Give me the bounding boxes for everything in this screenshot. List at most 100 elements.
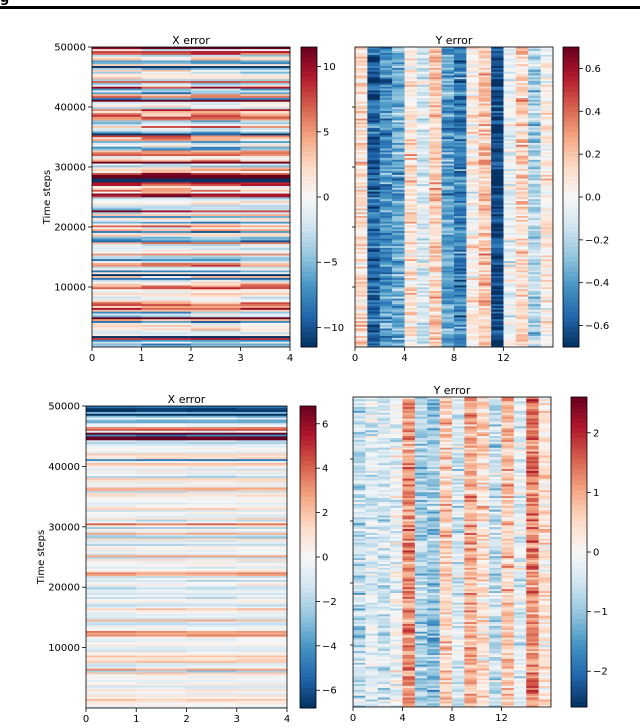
heatmap-cell	[191, 180, 241, 183]
heatmap-cell	[452, 639, 465, 642]
heatmap-cell	[540, 153, 554, 157]
heatmap-cell	[501, 633, 515, 636]
heatmap-cell	[367, 146, 381, 149]
heatmap-cell	[466, 335, 480, 338]
colorbar-segment	[563, 52, 579, 58]
heatmap-cell	[136, 555, 187, 558]
heatmap-cell	[540, 63, 554, 67]
heatmap-cell	[427, 670, 440, 673]
heatmap-cell	[379, 101, 393, 104]
heatmap-cell	[367, 103, 381, 106]
heatmap-cell	[515, 73, 529, 76]
heatmap-cell	[503, 88, 517, 91]
heatmap-cell	[186, 521, 238, 524]
heatmap-cell	[404, 95, 418, 98]
heatmap-cell	[141, 266, 192, 269]
heatmap-cell	[141, 270, 192, 273]
heatmap-cell	[452, 687, 465, 690]
heatmap-cell	[538, 635, 552, 638]
heatmap-cell	[236, 632, 288, 635]
heatmap-cell	[355, 159, 368, 162]
heatmap-cell	[367, 215, 381, 218]
heatmap-cell	[92, 174, 142, 177]
colorbar-segment	[301, 62, 317, 68]
heatmap-cell	[367, 73, 381, 76]
colorbar-segment	[301, 312, 317, 318]
heatmap-cell	[441, 300, 455, 303]
colorbar-segment	[563, 172, 579, 178]
heatmap-cell	[141, 112, 192, 115]
heatmap-cell	[540, 99, 554, 102]
heatmap-cell	[136, 611, 187, 614]
heatmap-cell	[528, 63, 541, 67]
heatmap-cell	[367, 197, 381, 200]
heatmap-cell	[141, 90, 192, 93]
heatmap-cell	[416, 225, 430, 228]
heatmap-cell	[355, 212, 368, 215]
heatmap-cell	[528, 138, 541, 142]
heatmap-cell	[501, 697, 515, 700]
heatmap-cell	[186, 483, 238, 486]
heatmap-cell	[441, 69, 455, 72]
heatmap-cell	[416, 153, 430, 157]
heatmap-cell	[478, 300, 492, 303]
heatmap-cell	[141, 230, 192, 233]
heatmap-cell	[515, 77, 529, 80]
heatmap-cell	[240, 163, 291, 166]
heatmap-cell	[141, 273, 192, 277]
heatmap-cell	[236, 477, 288, 480]
heatmap-cell	[528, 242, 541, 245]
heatmap-cell	[377, 633, 391, 636]
heatmap-cell	[429, 148, 442, 151]
heatmap-cell	[489, 633, 502, 636]
heatmap-cell	[392, 170, 405, 173]
heatmap-cell	[404, 217, 418, 220]
heatmap-cell	[540, 198, 554, 202]
heatmap-cell	[513, 656, 527, 659]
heatmap-cell	[441, 176, 455, 179]
colorbar-tick-label: 0.4	[585, 107, 601, 118]
heatmap-cell	[466, 213, 480, 217]
heatmap-cell	[355, 73, 368, 76]
heatmap-cell	[404, 283, 418, 286]
colorbar-segment	[563, 207, 579, 213]
heatmap-cell	[404, 198, 418, 202]
heatmap-cell	[186, 536, 238, 539]
heatmap-cell	[86, 594, 137, 597]
heatmap-cell	[429, 127, 442, 130]
heatmap-cell	[379, 138, 393, 142]
heatmap-cell	[491, 302, 504, 305]
heatmap-cell	[466, 88, 480, 91]
heatmap-cell	[402, 670, 416, 673]
heatmap-cell	[464, 614, 478, 617]
heatmap-cell	[92, 230, 142, 233]
heatmap-cell	[86, 577, 137, 580]
heatmap-cell	[476, 662, 490, 665]
heatmap-cell	[191, 247, 241, 250]
heatmap-cell	[392, 275, 405, 278]
heatmap-cell	[136, 462, 187, 465]
heatmap-cell	[441, 208, 455, 211]
heatmap-cell	[540, 88, 554, 91]
heatmap-cell	[429, 197, 442, 200]
heatmap-cell	[489, 627, 502, 630]
heatmap-cell	[528, 157, 541, 160]
heatmap-cell	[191, 230, 241, 233]
heatmap-cell	[86, 521, 137, 524]
colorbar-segment	[300, 557, 316, 563]
heatmap-cell	[515, 341, 529, 344]
heatmap-cell	[236, 517, 288, 520]
heatmap-cell	[491, 155, 504, 158]
heatmap-cell	[526, 674, 539, 677]
heatmap-cell	[92, 187, 142, 190]
heatmap-cell	[353, 676, 366, 679]
heatmap-cell	[392, 97, 405, 100]
heatmap-cell	[491, 170, 504, 173]
heatmap-cell	[538, 677, 552, 681]
heatmap-cell	[353, 652, 366, 655]
heatmap-cell	[186, 511, 238, 514]
heatmap-cell	[191, 86, 241, 89]
heatmap-cell	[191, 191, 241, 194]
heatmap-cell	[501, 685, 515, 688]
heatmap-cell	[515, 322, 529, 325]
